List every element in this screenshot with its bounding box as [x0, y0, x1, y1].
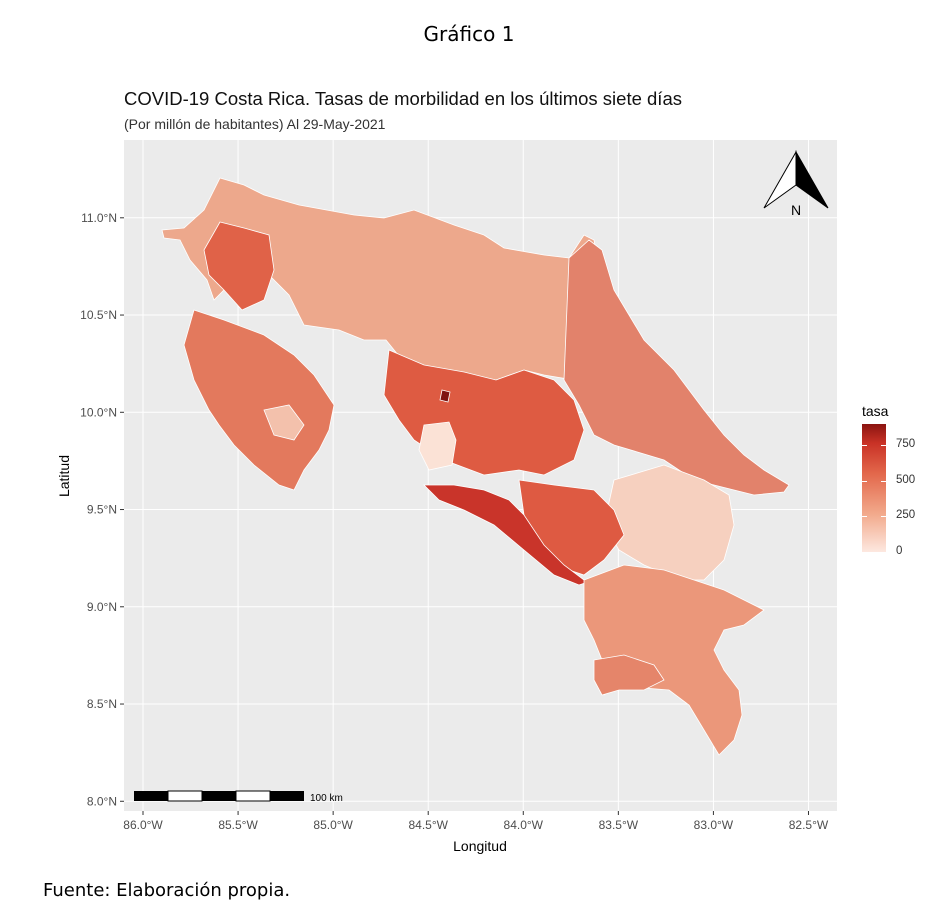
map-svg: N 100 km: [124, 140, 837, 811]
north-arrow: N: [763, 150, 829, 218]
x-axis-ticks: 86.0°W 85.5°W 85.0°W 84.5°W 84.0°W 83.5°W 83.0…: [123, 811, 829, 832]
legend-tick-mark: [881, 516, 886, 518]
legend-tick-label: 0: [896, 545, 903, 557]
legend-tick-mark: [862, 445, 867, 447]
x-tick-label: 85.5°W: [218, 818, 258, 832]
legend-colorbar: [862, 424, 886, 552]
north-arrow-label: N: [791, 202, 801, 218]
y-tick-label: 11.0°N: [81, 211, 117, 225]
legend-tick-mark: [881, 552, 886, 553]
legend-tick-mark: [862, 480, 867, 482]
y-axis-title: Latitud: [56, 455, 72, 497]
legend-tick-label: 500: [896, 473, 916, 486]
scale-bar-label: 100 km: [310, 793, 343, 804]
y-tick-label: 9.5°N: [87, 503, 117, 517]
costa-rica-map: [161, 177, 790, 756]
x-tick-label: 84.0°W: [504, 818, 544, 832]
legend-title: tasa: [862, 403, 889, 419]
y-tick-label: 10.5°N: [80, 308, 117, 322]
legend-tick-label: 250: [896, 509, 916, 522]
region-perez-zeledon: [518, 479, 625, 576]
legend-tick-mark: [881, 480, 886, 482]
y-tick-label: 8.0°N: [87, 794, 117, 808]
x-tick-label: 83.5°W: [599, 818, 639, 832]
scale-bar: 100 km: [134, 790, 343, 804]
region-west-valley-light: [418, 421, 457, 471]
x-tick-label: 86.0°W: [123, 818, 163, 832]
legend-tick-mark: [881, 445, 886, 447]
x-axis-title: Longitud: [453, 838, 507, 854]
region-talamanca: [603, 464, 735, 581]
map-panel: N 100 km: [124, 140, 837, 811]
x-tick-label: 83.0°W: [694, 818, 734, 832]
x-tick-label: 82.5°W: [789, 818, 829, 832]
legend-tick-mark: [862, 516, 867, 518]
region-alajuela-core: [439, 389, 451, 403]
region-guanacaste-west: [203, 221, 275, 311]
x-tick-label: 84.5°W: [408, 818, 448, 832]
chart-subtitle: (Por millón de habitantes) Al 29-May-202…: [124, 116, 386, 132]
region-limon: [563, 239, 790, 496]
y-axis-ticks: 11.0°N 10.5°N 10.0°N 9.5°N 9.0°N 8.5°N 8.0°N: [80, 211, 124, 808]
y-tick-label: 8.5°N: [87, 697, 117, 711]
x-tick-label: 85.0°W: [313, 818, 353, 832]
chart-title: COVID-19 Costa Rica. Tasas de morbilidad…: [124, 88, 682, 109]
region-north: [161, 177, 680, 411]
legend-tick-mark: [862, 552, 867, 553]
y-tick-label: 10.0°N: [80, 405, 117, 419]
region-nicoya: [183, 309, 335, 491]
legend-tick-label: 750: [896, 438, 916, 451]
y-tick-label: 9.0°N: [87, 600, 117, 614]
source-note: Fuente: Elaboración propia.: [43, 880, 291, 901]
figure-caption: Gráfico 1: [423, 22, 515, 46]
region-osa: [593, 654, 665, 696]
region-puntarenas-peninsula: [263, 404, 305, 441]
